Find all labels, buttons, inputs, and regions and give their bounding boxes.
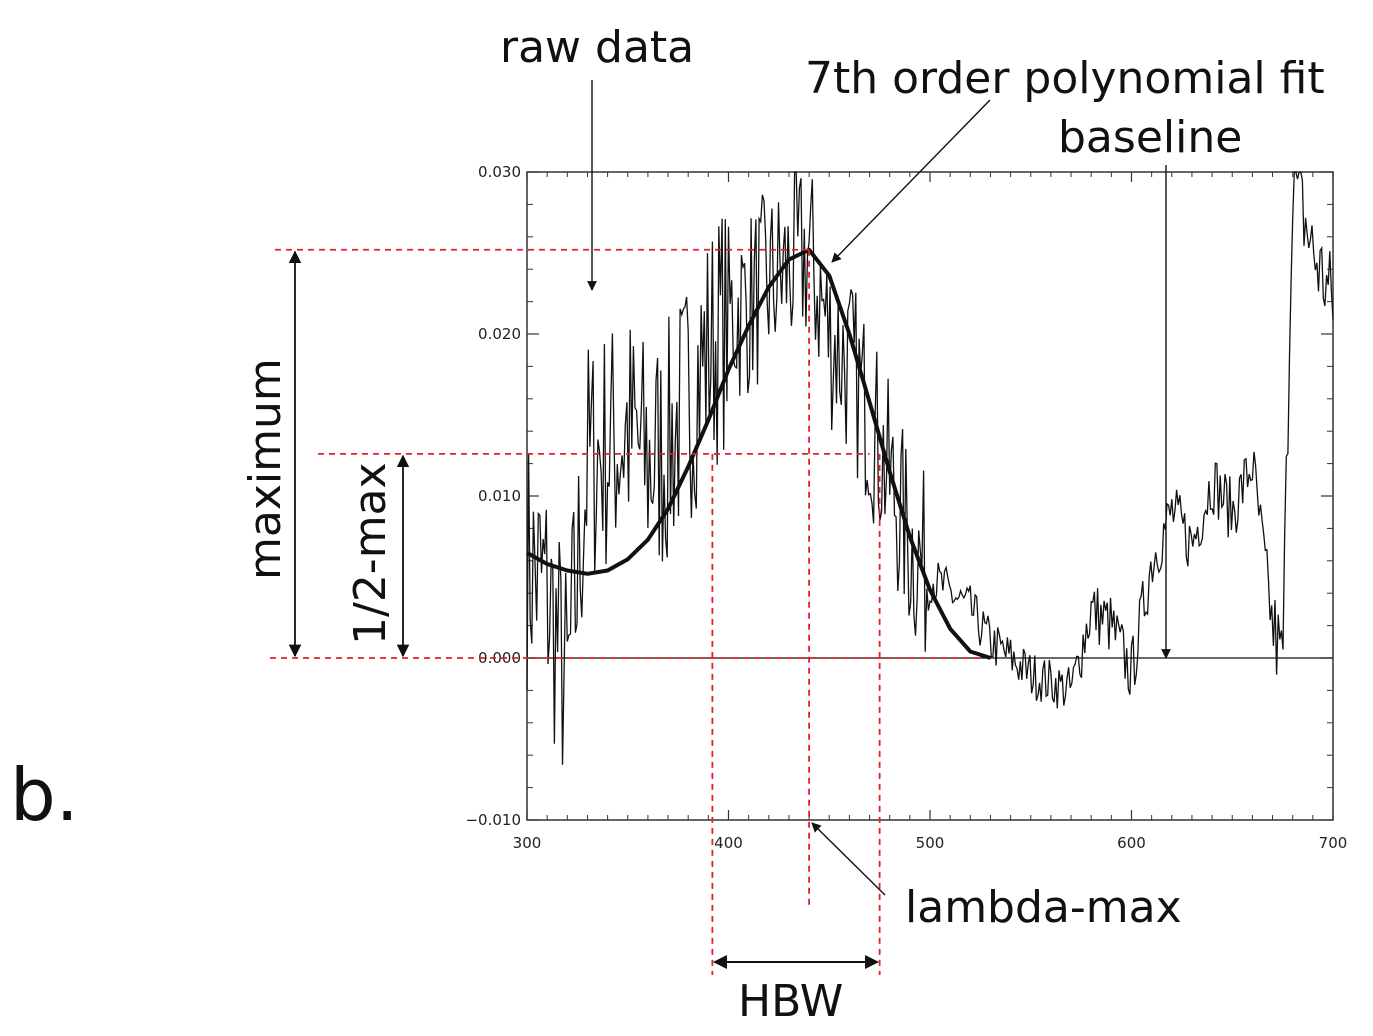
- y-tick-label: 0.000: [478, 649, 521, 667]
- y-tick-label: 0.010: [478, 487, 521, 505]
- raw-data-line: [526, 171, 1334, 765]
- guide-lines: [270, 248, 981, 975]
- annotation-arrows: [288, 80, 1171, 969]
- x-tick-label: 400: [714, 834, 743, 852]
- maximum-label: maximum: [240, 358, 291, 580]
- x-tick-label: 300: [513, 834, 542, 852]
- y-tick-label: −0.010: [465, 811, 521, 829]
- fit-arrow: [831, 99, 991, 263]
- tick-labels: 300 400 500 600 700 −0.010 0.000 0.010 0.020 0.03…: [465, 163, 1347, 852]
- fit-label: 7th order polynomial fit: [805, 53, 1325, 104]
- baseline-label: baseline: [1058, 112, 1242, 163]
- hbw-label: HBW: [738, 976, 843, 1027]
- raw-data-label: raw data: [500, 22, 694, 73]
- half-max-label: 1/2-max: [345, 462, 396, 645]
- series-layer: [526, 171, 1334, 765]
- panel-label: b.: [10, 753, 79, 837]
- y-tick-label: 0.020: [478, 325, 521, 343]
- fit-curve: [526, 247, 992, 660]
- x-tick-label: 600: [1117, 834, 1146, 852]
- x-tick-label: 700: [1319, 834, 1348, 852]
- lambda-max-label: lambda-max: [905, 882, 1182, 933]
- lambda-max-arrow: [811, 822, 886, 896]
- y-tick-label: 0.030: [478, 163, 521, 181]
- x-tick-label: 500: [916, 834, 945, 852]
